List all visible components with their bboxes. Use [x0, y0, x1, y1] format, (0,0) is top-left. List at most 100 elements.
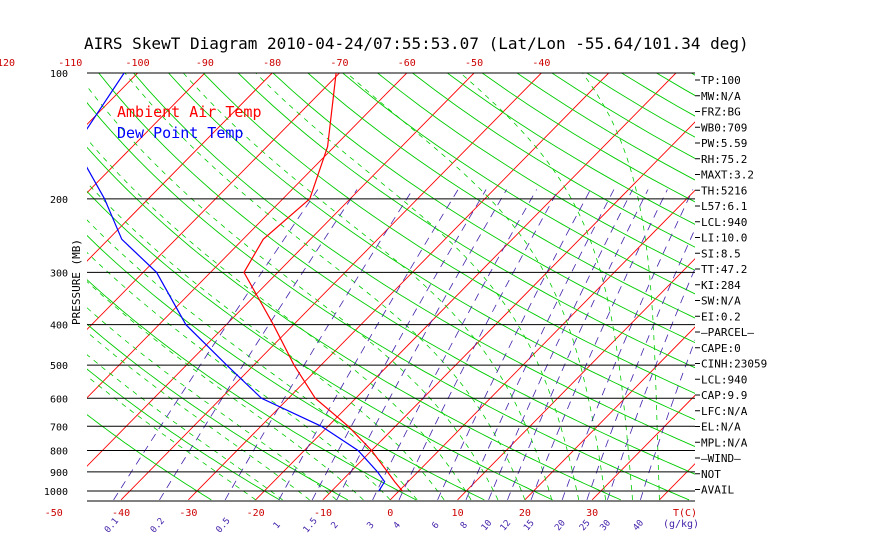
y-axis-label: PRESSURE (MB): [70, 239, 83, 325]
mixing-ratio-line: [278, 189, 459, 501]
pressure-tick-label: 300: [50, 268, 68, 279]
moist-adiabat-line: [124, 73, 526, 501]
dry-adiabat-line: [87, 414, 212, 501]
mixing-ratio-line: [372, 189, 537, 501]
index-label: FRZ:BG: [701, 106, 741, 119]
isotherm-line: [87, 73, 206, 194]
profile-layer: [87, 73, 403, 492]
isotherm-line: [659, 463, 695, 501]
moist-adiabat-line: [87, 307, 337, 501]
pressure-tick-label: 600: [50, 394, 68, 405]
mixing-ratio-label: 4: [392, 520, 403, 531]
mixing-ratio-line: [224, 189, 414, 501]
mixing-ratio-label: 30: [599, 518, 614, 533]
legend-entry: Ambient Air Temp: [117, 103, 262, 121]
isotherm-line: [120, 73, 542, 501]
index-label: SI:8.5: [701, 247, 741, 260]
isotherm-line: [457, 258, 695, 501]
isotherm-line: [87, 73, 340, 331]
dry-adiabat-line: [168, 73, 695, 421]
index-label: L57:6.1: [701, 200, 747, 213]
legend-entry: Dew Point Temp: [117, 124, 243, 142]
mixing-ratio-label: 3: [365, 520, 376, 531]
index-label: LI:10.0: [701, 232, 747, 245]
isotherm-line: [524, 326, 695, 501]
index-label: CAP:9.9: [701, 389, 747, 402]
isobar-layer: [87, 72, 695, 502]
bottom-temp-tick-label: -40: [112, 508, 130, 519]
top-temp-tick-label: -70: [330, 58, 348, 69]
index-label: EL:N/A: [701, 421, 741, 434]
dry-adiabat-line: [796, 73, 870, 500]
dry-adiabat-line: [412, 73, 695, 248]
index-label: EI:0.2: [701, 310, 741, 323]
index-label: TT:47.2: [701, 263, 747, 276]
dry-adiabat-line: [866, 73, 870, 500]
isotherm-line: [0, 73, 70, 500]
bottom-temp-tick-label: -30: [179, 508, 197, 519]
index-label: CAPE:0: [701, 342, 741, 355]
bottom-temp-tick-label: 10: [452, 508, 464, 519]
index-label: LCL:940: [701, 216, 747, 229]
moist-adiabat-line: [255, 73, 580, 500]
moist-adiabat-line: [87, 138, 472, 501]
index-label: TP:100: [701, 74, 741, 87]
mixing-ratio-label: 0.5: [215, 516, 233, 535]
dry-adiabat-line: [133, 73, 695, 447]
moist-adiabat-line: [346, 73, 606, 500]
pressure-tick-label: 800: [50, 446, 68, 457]
mixing-ratio-line: [398, 189, 559, 501]
bottom-temp-tick-label: -20: [247, 508, 265, 519]
bottom-temp-tick-label: 0: [387, 508, 393, 519]
isotherm-line: [389, 189, 695, 501]
isotherm-line: [0, 73, 3, 500]
pressure-tick-label: 700: [50, 422, 68, 433]
top-temp-tick-label: -120: [0, 58, 15, 69]
dry-adiabat-line: [98, 73, 695, 475]
index-label: RH:75.2: [701, 153, 747, 166]
bottom-temp-tick-label: 20: [519, 508, 531, 519]
mixing-ratio-label: 20: [553, 518, 568, 533]
mixing-ratio-label: 1.5: [302, 516, 320, 535]
top-temp-tick-label: -50: [465, 58, 483, 69]
dry-adiabat-line: [656, 73, 695, 96]
mixing-ratio-label: 8: [459, 520, 470, 531]
isotherm-line: [87, 73, 273, 262]
pressure-tick-label: 200: [50, 195, 68, 206]
dry-adiabat-line: [237, 73, 695, 369]
dry-adiabat-line: [87, 102, 690, 501]
isotherm-line: [255, 73, 677, 501]
dry-adiabat-line: [761, 73, 870, 500]
mixing-ratio-label: 2: [330, 520, 341, 531]
ambient-air-tempprofile: [243, 73, 403, 492]
mixing-ratio-line: [311, 189, 487, 501]
bottom-temp-tick-label: -50: [45, 508, 63, 519]
dry-adiabat-line: [726, 73, 870, 500]
mixing-ratio-line: [488, 189, 633, 501]
mixing-ratio-label: 10: [480, 518, 495, 533]
legend: Ambient Air Temp Dew Point Temp: [117, 103, 262, 142]
mixing-ratio-line: [113, 189, 319, 501]
mixing-ratio-line: [586, 228, 695, 501]
mixing-ratio-label: 40: [632, 518, 647, 533]
index-label: LCL:940: [701, 373, 747, 386]
index-label: PW:5.59: [701, 137, 747, 150]
dry-adiabat-line: [831, 73, 870, 500]
index-label: —PARCEL—: [701, 326, 754, 339]
index-label: TH:5216: [701, 184, 747, 197]
index-label: CINH:23059: [701, 358, 767, 371]
dry-adiabat-line: [87, 368, 280, 501]
index-label: WB0:709: [701, 121, 747, 134]
mixing-ratio-label: 0.2: [149, 516, 167, 535]
bottom-temp-unit: T(C): [673, 508, 697, 519]
dry-adiabat-line: [377, 73, 695, 271]
index-label: MAXT:3.2: [701, 169, 754, 182]
isotherm-line: [87, 73, 475, 467]
pressure-tick-label: 400: [50, 321, 68, 332]
chart-title: AIRS SkewT Diagram 2010-04-24/07:55:53.0…: [84, 34, 749, 53]
isotherm-line: [591, 394, 695, 501]
index-label: MW:N/A: [701, 90, 741, 103]
dry-adiabat-line: [87, 146, 621, 501]
mixing-ratio-line: [437, 189, 591, 501]
